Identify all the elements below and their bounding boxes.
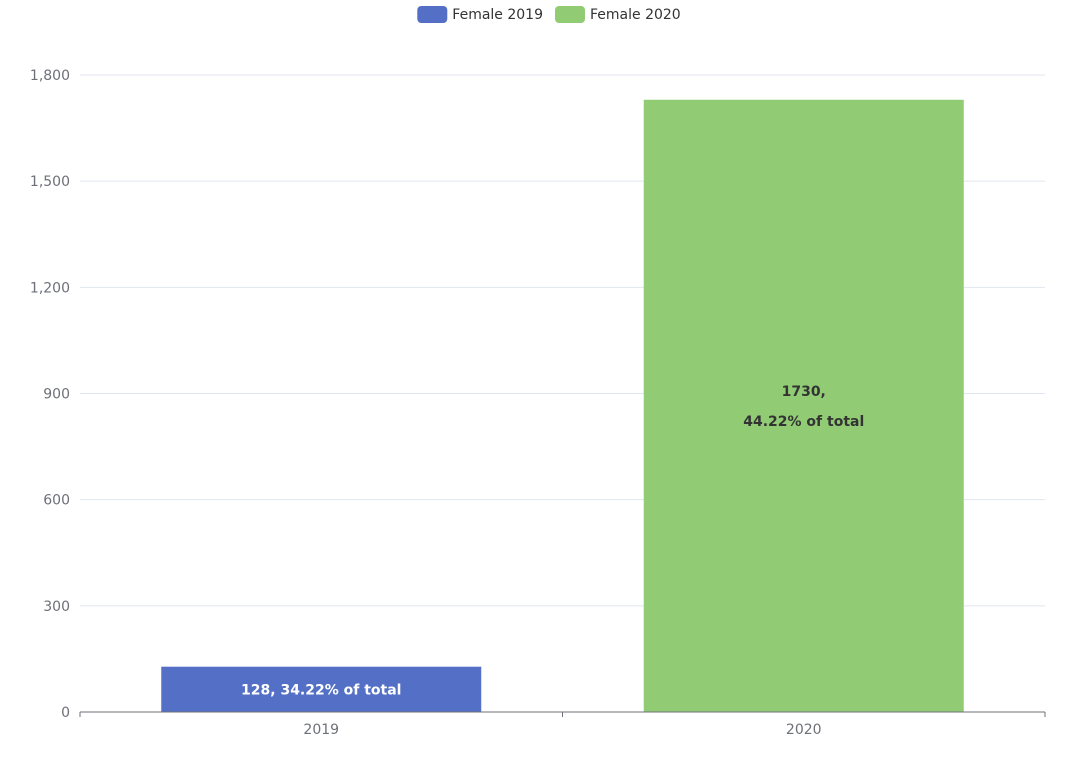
data-label: 128, 34.22% of total bbox=[241, 682, 401, 698]
legend-label: Female 2020 bbox=[590, 7, 681, 23]
data-labels: 128, 34.22% of total 1730, 44.22% of total bbox=[241, 384, 864, 698]
bar-2019[interactable] bbox=[161, 666, 482, 712]
x-tick-label: 2020 bbox=[786, 722, 822, 738]
legend[interactable]: Female 2019 Female 2020 bbox=[417, 6, 681, 23]
bars bbox=[161, 99, 964, 713]
x-tick-label: 2019 bbox=[303, 722, 339, 738]
y-tick-label: 1,200 bbox=[30, 280, 70, 296]
y-tick-label: 600 bbox=[43, 493, 70, 509]
y-tick-label: 900 bbox=[43, 387, 70, 403]
x-axis: 2019 2020 bbox=[79, 711, 1046, 738]
legend-swatch bbox=[555, 6, 585, 23]
y-tick-label: 0 bbox=[61, 705, 70, 721]
y-axis: 0 300 600 900 1,200 1,500 1,800 bbox=[30, 68, 70, 721]
y-tick-label: 1,500 bbox=[30, 174, 70, 190]
y-tick-label: 300 bbox=[43, 599, 70, 615]
legend-swatch bbox=[417, 6, 448, 23]
data-label: 1730, bbox=[782, 384, 826, 400]
legend-item-1[interactable]: Female 2019 bbox=[417, 6, 543, 23]
legend-label: Female 2019 bbox=[452, 7, 543, 23]
legend-item-2[interactable]: Female 2020 bbox=[555, 6, 681, 23]
y-tick-label: 1,800 bbox=[30, 68, 70, 84]
data-label: 44.22% of total bbox=[743, 414, 864, 430]
bar-2020[interactable] bbox=[643, 99, 964, 713]
